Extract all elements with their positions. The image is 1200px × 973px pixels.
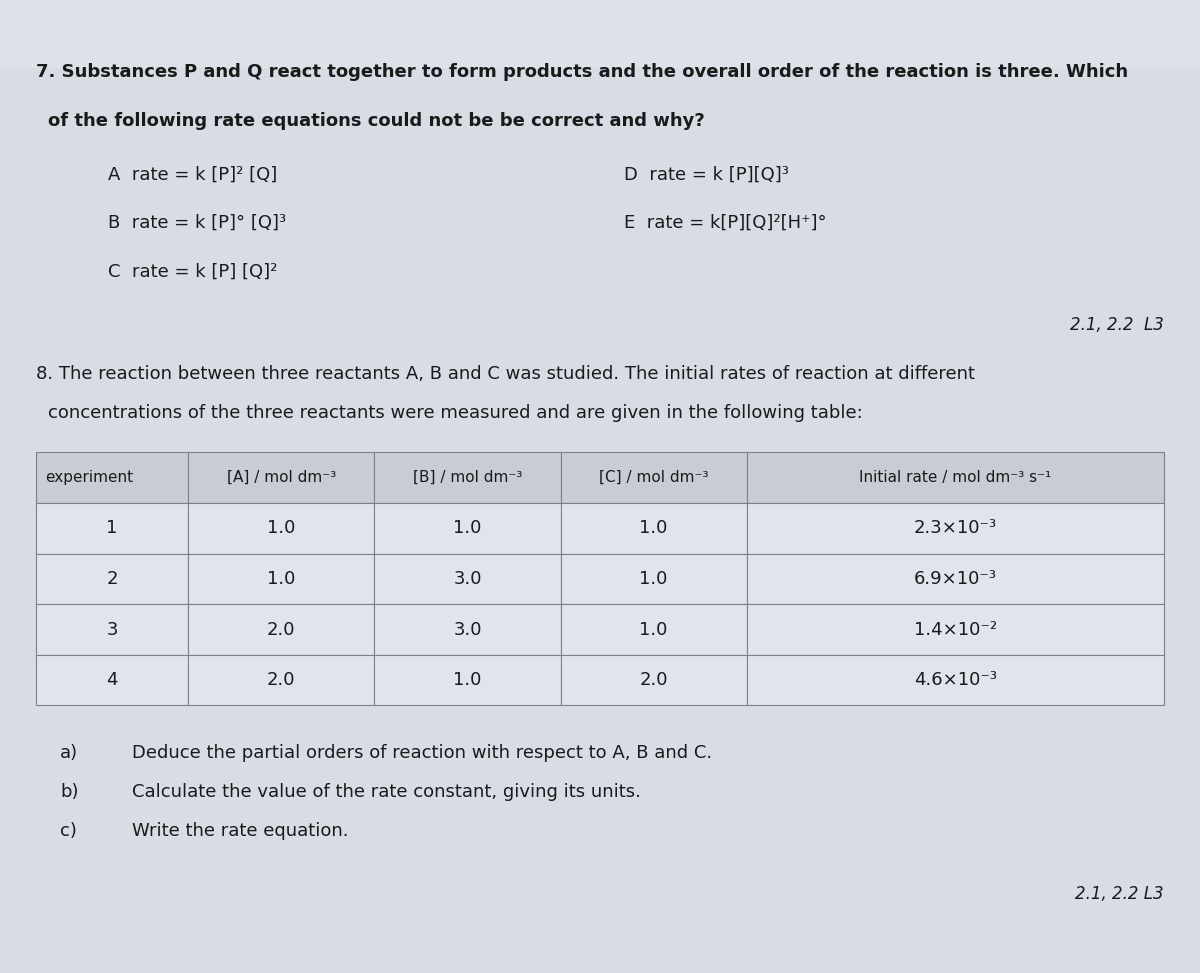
Text: E  rate = k[P][Q]²[H⁺]°: E rate = k[P][Q]²[H⁺]° [624, 214, 827, 232]
Text: 2.3×10⁻³: 2.3×10⁻³ [913, 520, 997, 537]
Text: 1.4×10⁻²: 1.4×10⁻² [913, 621, 997, 638]
Text: 2.1, 2.2 L3: 2.1, 2.2 L3 [1075, 885, 1164, 903]
Text: Write the rate equation.: Write the rate equation. [132, 822, 348, 840]
Bar [36, 604, 188, 655]
Bar [188, 452, 374, 503]
Bar [746, 554, 1164, 604]
Text: Calculate the value of the rate constant, giving its units.: Calculate the value of the rate constant… [132, 783, 641, 801]
Bar [374, 554, 560, 604]
Text: 1.0: 1.0 [454, 520, 481, 537]
Text: A  rate = k [P]² [Q]: A rate = k [P]² [Q] [108, 165, 277, 183]
Text: 7. Substances P and Q react together to form products and the overall order of t: 7. Substances P and Q react together to … [36, 63, 1128, 81]
Bar [36, 503, 188, 554]
Bar [36, 655, 188, 705]
Bar [374, 503, 560, 554]
Text: concentrations of the three reactants were measured and are given in the followi: concentrations of the three reactants we… [48, 404, 863, 421]
Text: experiment: experiment [46, 470, 133, 486]
Text: [C] / mol dm⁻³: [C] / mol dm⁻³ [599, 470, 708, 486]
Bar [560, 554, 746, 604]
Bar [746, 452, 1164, 503]
Bar [560, 604, 746, 655]
Text: 4.6×10⁻³: 4.6×10⁻³ [914, 671, 997, 689]
Text: 2.1, 2.2  L3: 2.1, 2.2 L3 [1070, 316, 1164, 334]
Text: 4: 4 [107, 671, 118, 689]
Bar [746, 655, 1164, 705]
Bar [560, 503, 746, 554]
Text: Initial rate / mol dm⁻³ s⁻¹: Initial rate / mol dm⁻³ s⁻¹ [859, 470, 1051, 486]
Text: 1.0: 1.0 [268, 520, 295, 537]
Text: 2: 2 [107, 570, 118, 588]
Bar [560, 655, 746, 705]
Bar [746, 503, 1164, 554]
Text: 1.0: 1.0 [640, 621, 667, 638]
Text: 1.0: 1.0 [454, 671, 481, 689]
Bar [560, 452, 746, 503]
Text: 3: 3 [107, 621, 118, 638]
Bar [36, 452, 188, 503]
Text: Deduce the partial orders of reaction with respect to A, B and C.: Deduce the partial orders of reaction wi… [132, 744, 712, 762]
Text: 2.0: 2.0 [268, 621, 295, 638]
Bar [188, 554, 374, 604]
Text: D  rate = k [P][Q]³: D rate = k [P][Q]³ [624, 165, 788, 183]
Text: 1: 1 [107, 520, 118, 537]
Text: a): a) [60, 744, 78, 762]
Bar [188, 604, 374, 655]
Text: 1.0: 1.0 [640, 570, 667, 588]
Text: b): b) [60, 783, 78, 801]
Bar [746, 604, 1164, 655]
Text: [B] / mol dm⁻³: [B] / mol dm⁻³ [413, 470, 522, 486]
Text: 2.0: 2.0 [268, 671, 295, 689]
Text: of the following rate equations could not be be correct and why?: of the following rate equations could no… [48, 112, 704, 129]
Text: 8. The reaction between three reactants A, B and C was studied. The initial rate: 8. The reaction between three reactants … [36, 365, 974, 382]
Text: 3.0: 3.0 [454, 621, 481, 638]
Text: C  rate = k [P] [Q]²: C rate = k [P] [Q]² [108, 263, 277, 280]
Text: B  rate = k [P]° [Q]³: B rate = k [P]° [Q]³ [108, 214, 286, 232]
Bar [374, 604, 560, 655]
Bar [188, 503, 374, 554]
Bar [0, 0, 1200, 68]
Bar [188, 655, 374, 705]
Text: 1.0: 1.0 [640, 520, 667, 537]
Bar [374, 655, 560, 705]
Text: 1.0: 1.0 [268, 570, 295, 588]
Text: c): c) [60, 822, 77, 840]
Text: 3.0: 3.0 [454, 570, 481, 588]
Bar [36, 554, 188, 604]
Text: 6.9×10⁻³: 6.9×10⁻³ [914, 570, 997, 588]
Text: 2.0: 2.0 [640, 671, 668, 689]
Bar [374, 452, 560, 503]
Text: [A] / mol dm⁻³: [A] / mol dm⁻³ [227, 470, 336, 486]
